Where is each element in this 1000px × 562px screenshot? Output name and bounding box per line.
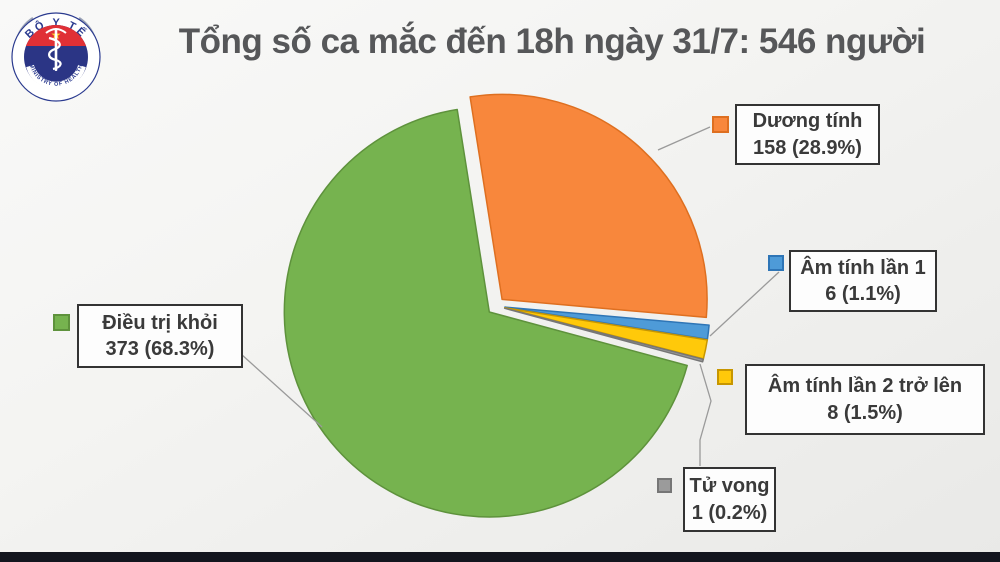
callout-label: Dương tính — [752, 110, 863, 133]
callout-value: 373 (68.3%) — [105, 338, 215, 360]
callout-dieu-tri-khoi: Điều trị khỏi 373 (68.3%) — [77, 304, 243, 368]
callout-value: 1 (0.2%) — [691, 501, 768, 524]
leader-line-am-tinh-1 — [709, 271, 780, 337]
callout-am-tinh-2: Âm tính lần 2 trở lên 8 (1.5%) — [745, 364, 985, 435]
callout-label: Âm tính lần 1 — [800, 256, 926, 279]
leader-line-duong-tinh — [657, 126, 711, 151]
legend-marker-am-tinh-2 — [717, 369, 733, 385]
legend-marker-dieu-tri-khoi — [53, 314, 70, 331]
ministry-of-health-logo: BỘ Y TẾ ★ MINISTRY OF HEALTH — [11, 12, 101, 102]
callout-tu-vong: Tử vong 1 (0.2%) — [683, 467, 776, 532]
legend-marker-duong-tinh — [712, 116, 729, 133]
asclepius-staff-icon — [45, 28, 67, 71]
callout-label: Âm tính lần 2 trở lên — [767, 375, 963, 398]
callout-am-tinh-1: Âm tính lần 1 6 (1.1%) — [789, 250, 937, 312]
legend-marker-am-tinh-1 — [768, 255, 784, 271]
chart-title: Tổng số ca mắc đến 18h ngày 31/7: 546 ng… — [178, 22, 926, 61]
callout-label: Điều trị khỏi — [102, 311, 218, 334]
callout-value: 158 (28.9%) — [753, 136, 862, 159]
pie-slice-5 — [283, 108, 688, 518]
callout-duong-tinh: Dương tính 158 (28.9%) — [735, 104, 880, 165]
legend-marker-tu-vong — [657, 478, 672, 493]
callout-value: 6 (1.1%) — [825, 283, 901, 305]
callout-label: Tử vong — [689, 475, 770, 498]
bottom-bar — [0, 552, 1000, 562]
logo-bottom-band — [26, 64, 86, 90]
callout-value: 8 (1.5%) — [827, 401, 903, 424]
pie-slice-4 — [503, 307, 705, 363]
leader-line-tu-vong — [699, 363, 712, 466]
pie-slice-1 — [469, 93, 708, 319]
